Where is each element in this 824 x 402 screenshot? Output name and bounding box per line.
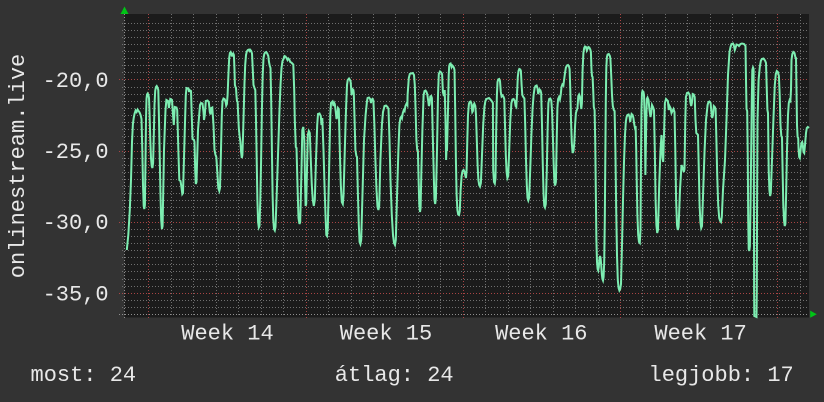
svg-text:legjobb: 17: legjobb: 17	[649, 363, 794, 388]
svg-text:-35,0: -35,0	[43, 282, 109, 307]
svg-text:átlag: 24: átlag: 24	[335, 363, 454, 388]
svg-text:onlinestream.live: onlinestream.live	[6, 54, 31, 278]
svg-text:most: 24: most: 24	[31, 363, 137, 388]
svg-text:Week 14: Week 14	[181, 322, 273, 347]
svg-text:-25,0: -25,0	[43, 140, 109, 165]
svg-text:Week 15: Week 15	[340, 322, 432, 347]
svg-text:Week 16: Week 16	[495, 322, 587, 347]
svg-text:Week 17: Week 17	[654, 322, 746, 347]
svg-text:-20,0: -20,0	[43, 69, 109, 94]
svg-text:-30,0: -30,0	[43, 211, 109, 236]
